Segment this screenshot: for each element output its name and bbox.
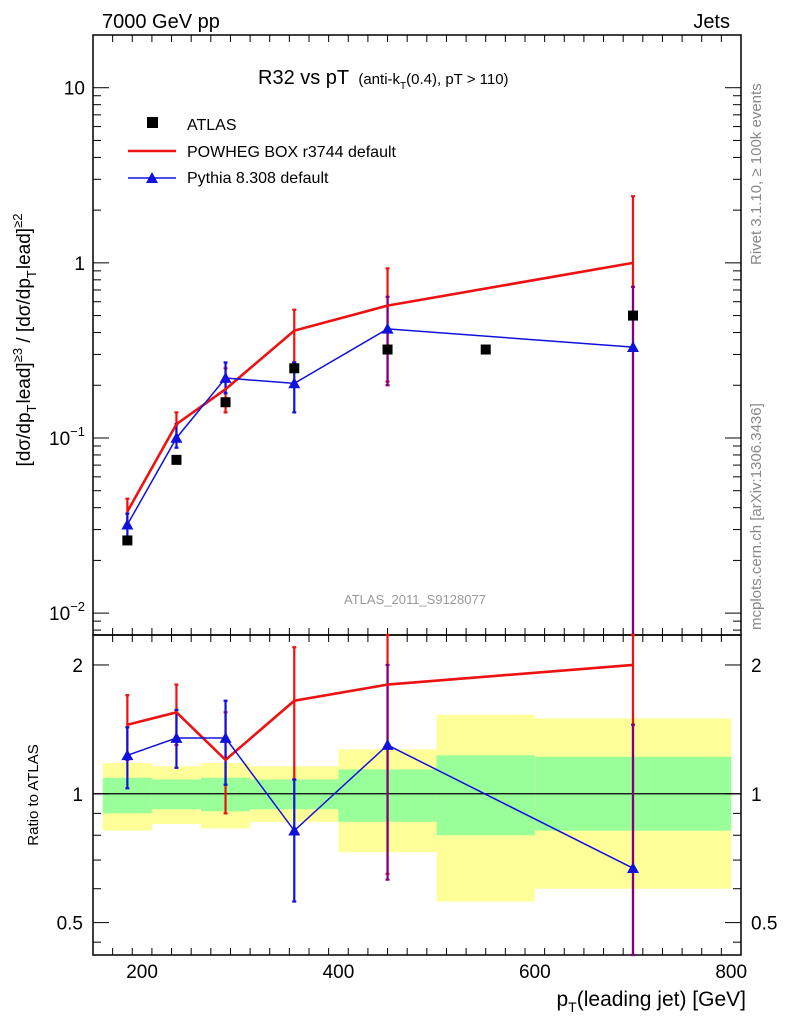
rivet-label: Rivet 3.1.10, ≥ 100k events bbox=[748, 83, 765, 265]
pythia-marker-1 bbox=[170, 431, 183, 443]
ytick-ratio-label-right: 2 bbox=[751, 656, 762, 677]
ytick-top-base: 10 bbox=[49, 429, 70, 450]
header-right: Jets bbox=[693, 11, 730, 33]
xtick-label: 400 bbox=[323, 962, 355, 983]
atlas-point-4 bbox=[382, 344, 393, 355]
atlas-point-1 bbox=[171, 454, 182, 465]
analysis-watermark: ATLAS_2011_S9128077 bbox=[344, 592, 486, 607]
legend-pythia-label: Pythia 8.308 default bbox=[187, 170, 329, 187]
legend: ATLAS POWHEG BOX r3744 default Pythia 8.30… bbox=[128, 117, 397, 187]
ytick-top-label: 10−2 bbox=[49, 599, 85, 625]
atlas-point-3 bbox=[289, 363, 300, 374]
pythia-ratio-marker-5 bbox=[627, 862, 639, 874]
atlas-point-6 bbox=[628, 310, 638, 321]
legend-pythia-marker bbox=[146, 172, 158, 183]
pythia-ratio-marker-4 bbox=[381, 739, 394, 750]
ytick-top-exponent: −2 bbox=[70, 599, 85, 614]
ytick-top-label: 1 bbox=[74, 254, 85, 275]
pythia-ratio-line bbox=[127, 737, 634, 869]
pythia-ratio-marker-1 bbox=[170, 732, 183, 743]
mcplots-label: mcplots.cern.ch [arXiv:1306.3436] bbox=[748, 403, 765, 630]
ytick-ratio-label-left: 0.5 bbox=[57, 914, 83, 935]
pythia-marker-4 bbox=[381, 322, 394, 334]
xlabel: pT(leading jet) [GeV] bbox=[556, 988, 746, 1015]
powheg-line bbox=[126, 261, 634, 513]
chart-title-sub-a: (anti-k bbox=[358, 71, 400, 88]
atlas-point-2 bbox=[220, 397, 231, 408]
data-series bbox=[121, 195, 639, 957]
pythia-line bbox=[126, 328, 634, 526]
chart-title: R32 vs pT (anti-kT(0.4), pT > 110) bbox=[258, 67, 509, 92]
atlas-point-5 bbox=[480, 344, 491, 355]
ytick-top-label: 10−1 bbox=[49, 424, 85, 450]
top-ylabel: [dσ/dpTlead]≥3 / [dσ/dpTlead]≥2 bbox=[10, 214, 39, 467]
pythia-ratio-marker-3 bbox=[288, 824, 301, 836]
legend-atlas-marker bbox=[147, 117, 158, 128]
ytick-ratio-label-right: 1 bbox=[751, 785, 762, 806]
chart-title-main: R32 vs pT bbox=[258, 67, 349, 89]
ytick-top-label: 10 bbox=[64, 79, 85, 100]
axis-ticks bbox=[92, 34, 742, 955]
xtick-label: 800 bbox=[715, 962, 747, 983]
chart-title-sub-b: (0.4), pT > 110) bbox=[406, 71, 508, 88]
powheg-ratio-line bbox=[127, 663, 634, 762]
pythia-marker-3 bbox=[288, 377, 301, 389]
xtick-label: 600 bbox=[519, 962, 551, 983]
ytick-ratio-label-left: 2 bbox=[72, 656, 83, 677]
plot-frames bbox=[92, 34, 742, 956]
chart-title-sub-t: T bbox=[400, 81, 406, 92]
atlas-point-0 bbox=[122, 535, 133, 546]
band-inner-5 bbox=[436, 755, 535, 836]
ratio-panel-frame bbox=[92, 634, 742, 956]
ytick-ratio-label-right: 0.5 bbox=[751, 914, 777, 935]
svg-text:[dσ/dpTlead]≥3 / [dσ/dpTlead]≥: [dσ/dpTlead]≥3 / [dσ/dpTlead]≥2 bbox=[10, 214, 39, 467]
pythia-ratio-marker-2 bbox=[219, 732, 232, 743]
legend-atlas-label: ATLAS bbox=[187, 117, 237, 134]
ytick-top-exponent: −1 bbox=[70, 424, 85, 439]
pythia-ratio-marker-0 bbox=[121, 749, 134, 761]
ytick-top-base: 10 bbox=[64, 79, 85, 100]
pythia-marker-5 bbox=[627, 341, 639, 352]
header-left: 7000 GeV pp bbox=[102, 11, 220, 33]
ratio-bands bbox=[93, 714, 741, 902]
pythia-marker-2 bbox=[219, 372, 232, 383]
pythia-marker-0 bbox=[121, 518, 134, 530]
legend-powheg-label: POWHEG BOX r3744 default bbox=[187, 144, 397, 161]
ratio-ylabel: Ratio to ATLAS bbox=[25, 744, 42, 845]
ytick-ratio-label-left: 1 bbox=[72, 785, 83, 806]
ytick-top-base: 1 bbox=[74, 254, 85, 275]
xtick-label: 200 bbox=[126, 962, 158, 983]
ytick-top-base: 10 bbox=[49, 604, 70, 625]
